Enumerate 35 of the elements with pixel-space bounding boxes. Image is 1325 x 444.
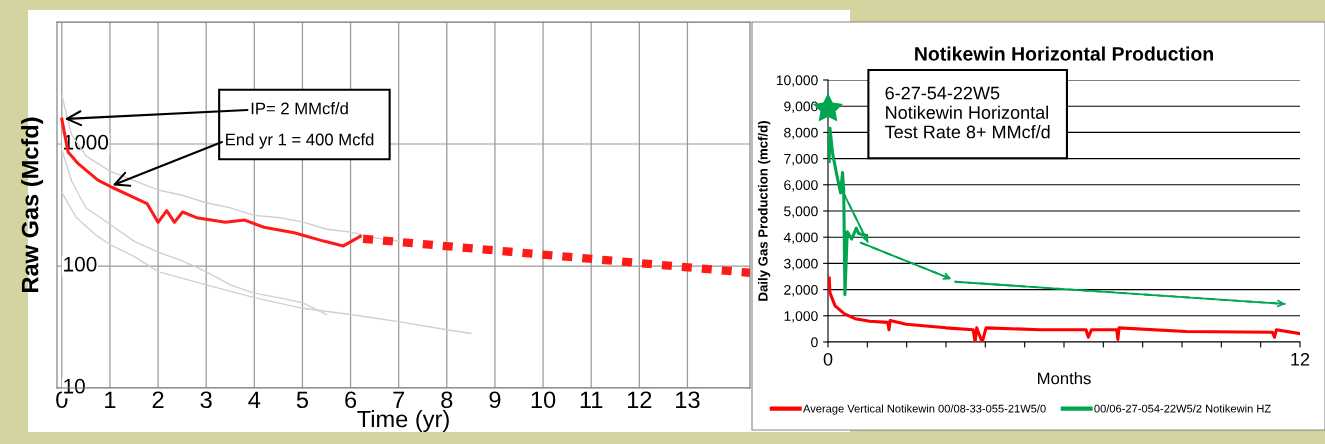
x-tick-label: 11 [580, 391, 603, 408]
y-tick-label: 2,000 [784, 284, 818, 297]
x-tick-label: 10 [531, 391, 556, 409]
x-tick-label: 5 [296, 391, 309, 409]
y-tick-label: 4,000 [783, 232, 818, 245]
y-tick-label: 1,000 [784, 311, 818, 323]
y-tick-label: 7,000 [784, 153, 818, 166]
x-tick-label: 3 [200, 391, 212, 409]
x-tick-label: 1 [105, 391, 116, 408]
x-tick-label: 2 [152, 391, 164, 408]
x-tick-label: 12 [1291, 352, 1310, 366]
y-tick-label: 5,000 [784, 206, 818, 218]
y-tick-label: 0 [811, 337, 818, 348]
y-tick-label: 10,000 [776, 75, 818, 87]
x-axis-title: Time (yr) [357, 410, 449, 433]
x-tick-label: 13 [676, 391, 700, 409]
annotation: 6-27-54-22W5 Notikewin Horizontal Test Rate 8+ MMcf/d [885, 86, 1050, 139]
x-tick-label: 8 [441, 391, 453, 409]
legend-label: Average Vertical Notikewin 00/08-33-055-21W5/0 [803, 404, 1046, 415]
x-tick-label: 7 [393, 391, 405, 408]
x-tick-label: 6 [345, 391, 357, 409]
x-tick-label: 4 [248, 391, 261, 408]
y-tick-label: 6,000 [784, 180, 818, 192]
y-axis-title: Daily Gas Production (mcf/d) [757, 121, 771, 301]
x-tick-label: 12 [627, 391, 652, 408]
x-axis-title: Months [1038, 372, 1091, 385]
legend-label: 00/06-27-054-22W5/2 Notikewin HZ [1094, 404, 1271, 413]
y-axis-title: Raw Gas (Mcfd) [21, 117, 44, 292]
x-tick-label: 9 [489, 391, 501, 409]
annotation: End yr 1 = 400 Mcfd [226, 133, 374, 149]
chart-title: Notikewin Horizontal Production [915, 46, 1213, 61]
y-tick-label: 100 [64, 256, 97, 272]
annotation: IP= 2 MMcf/d [251, 102, 348, 115]
y-tick-label: 8,000 [784, 127, 818, 140]
y-tick-label: 3,000 [784, 258, 818, 271]
